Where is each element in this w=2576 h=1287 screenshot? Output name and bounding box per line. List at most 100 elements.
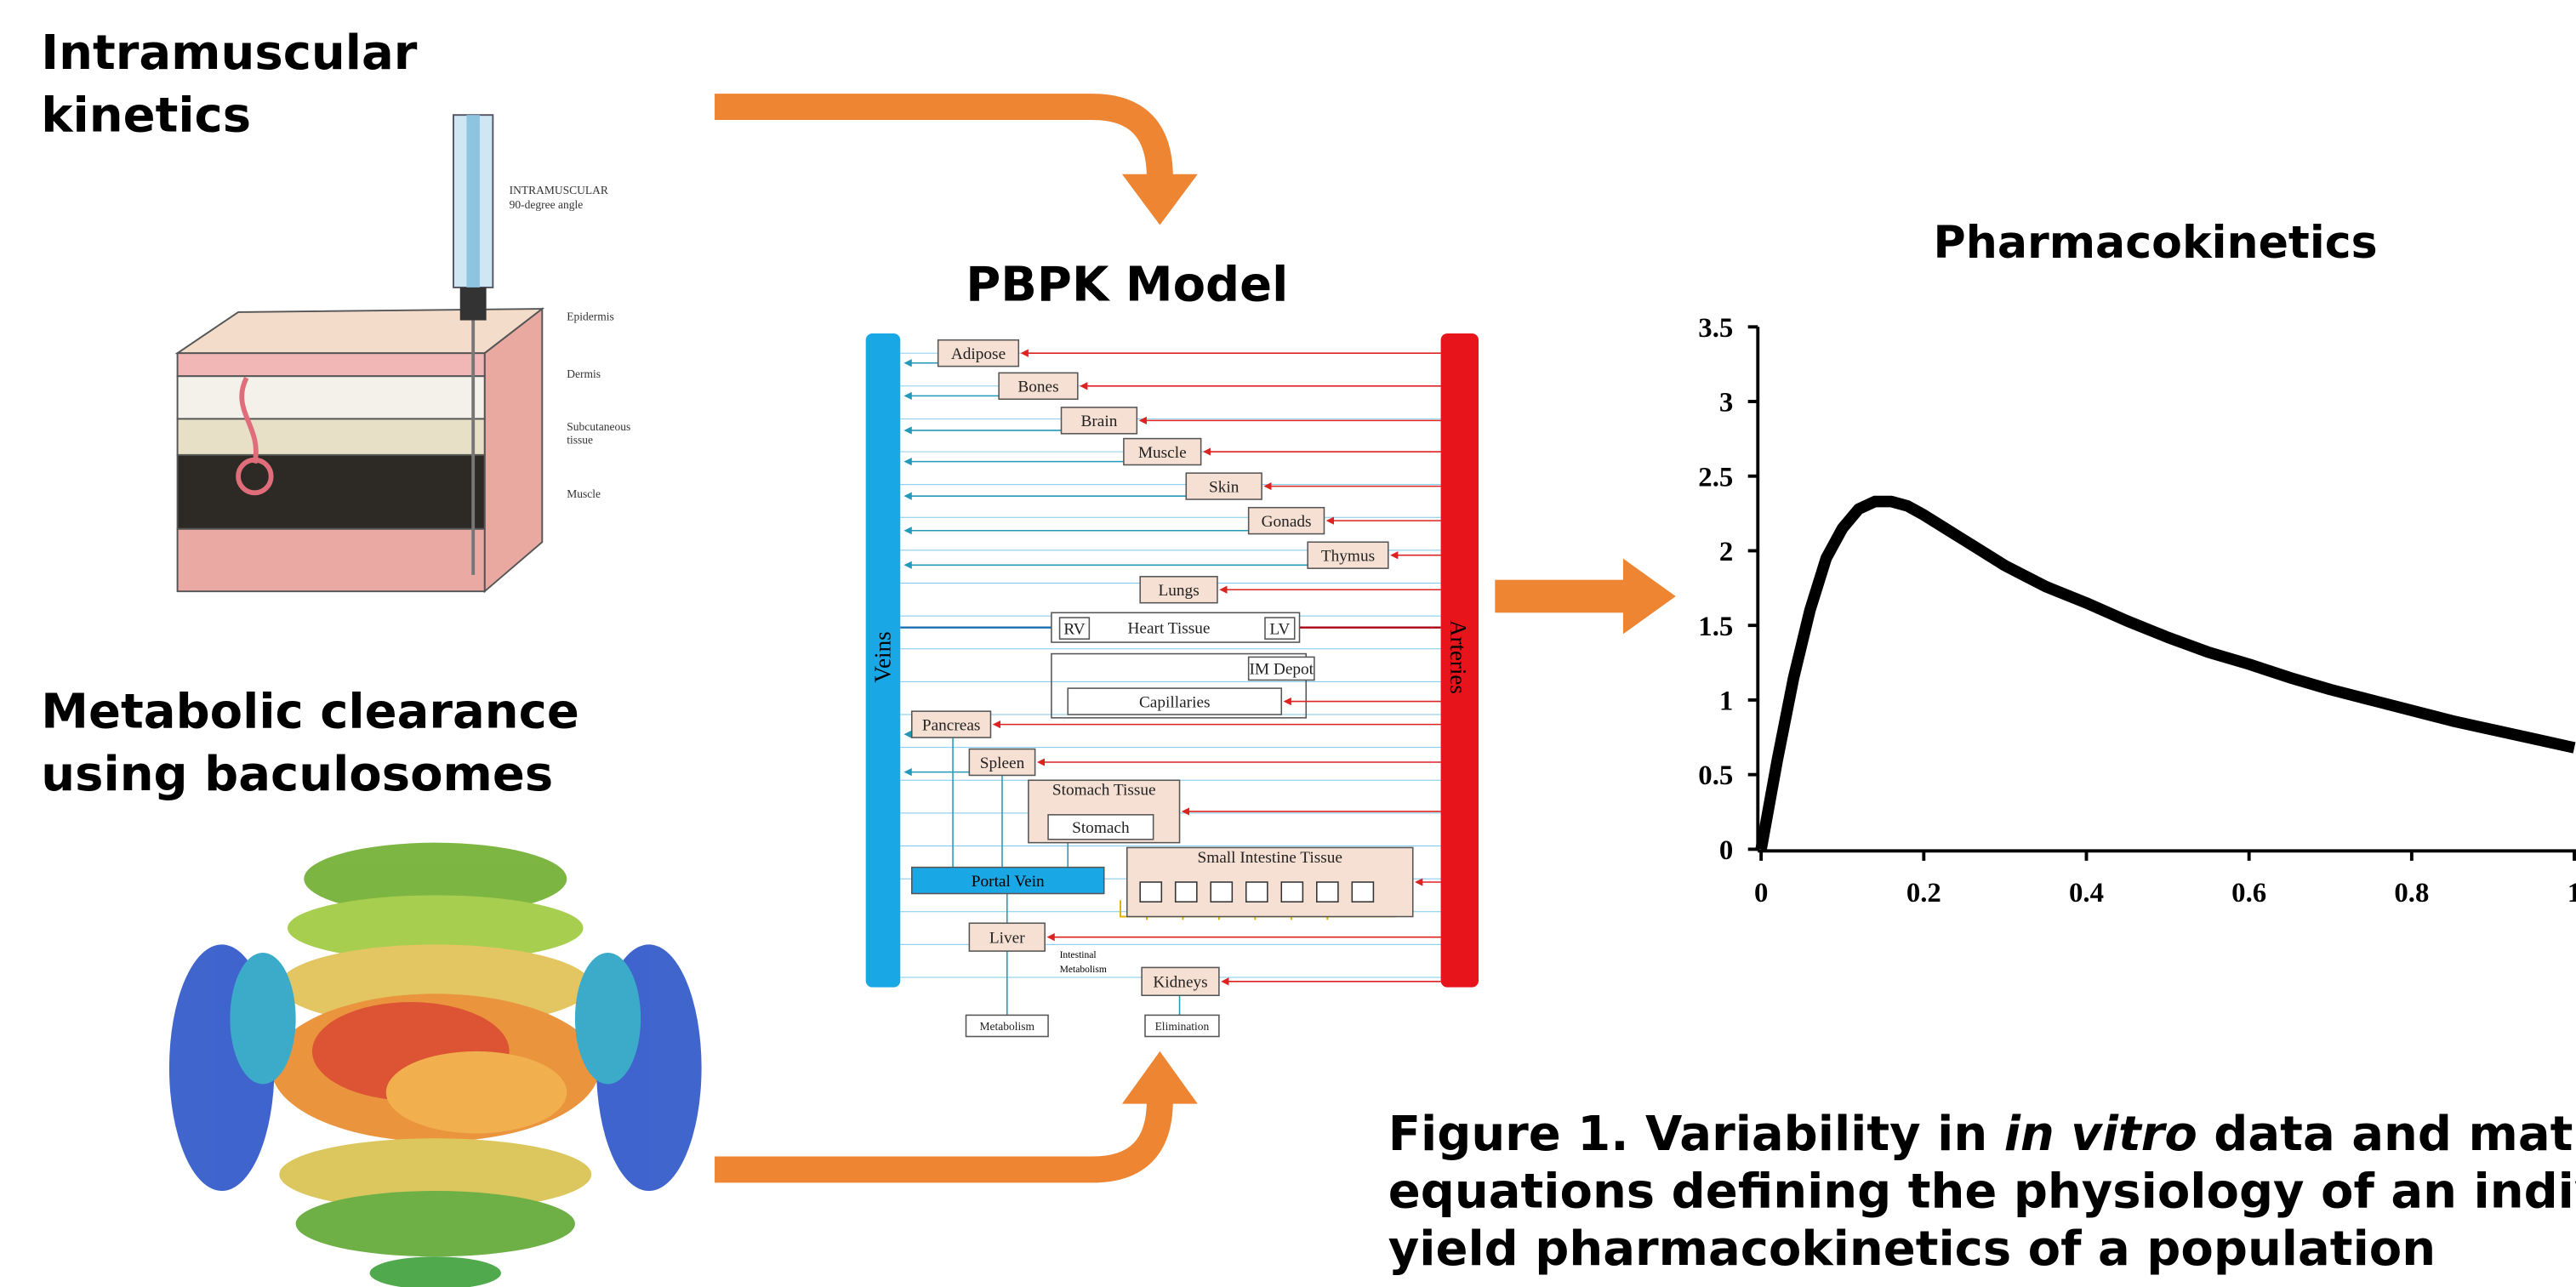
model-box bbox=[1307, 541, 1389, 569]
enterocyte bbox=[1210, 881, 1234, 903]
y-tick-label: 3.5 bbox=[1698, 313, 1733, 344]
injection-illustration: INTRAMUSCULAR 90-degree angle Epidermis … bbox=[174, 114, 630, 594]
x-tick-label: 0.2 bbox=[1906, 878, 1941, 908]
model-label: Stomach Tissue bbox=[1052, 782, 1156, 800]
y-tick-label: 2 bbox=[1719, 537, 1733, 567]
model-box bbox=[1067, 687, 1283, 715]
model-label: Stomach bbox=[1072, 819, 1130, 837]
model-box bbox=[1047, 814, 1154, 840]
chart-title: Pharmacokinetics bbox=[1934, 218, 2378, 269]
caption: Figure 1. Variability in in vitro data a… bbox=[1388, 1107, 2576, 1277]
model-label: LV bbox=[1269, 620, 1290, 638]
model-label: Capillaries bbox=[1139, 693, 1211, 711]
x-tick-label: 1 bbox=[2567, 878, 2576, 908]
enterocyte bbox=[1139, 881, 1163, 903]
panel-title: using baculosomes bbox=[41, 747, 553, 802]
illustration-label: Muscle bbox=[567, 487, 601, 500]
illustration-label: Dermis bbox=[567, 367, 601, 380]
model-label: Lungs bbox=[1158, 582, 1199, 600]
model-label: Adipose bbox=[951, 345, 1006, 363]
model-label: Brain bbox=[1080, 413, 1117, 430]
enterocyte bbox=[1174, 881, 1198, 903]
y-tick-label: 1.5 bbox=[1698, 612, 1733, 642]
model-box bbox=[1123, 437, 1202, 466]
model-label: Thymus bbox=[1321, 547, 1375, 565]
model-box bbox=[911, 866, 1105, 895]
veins-bar bbox=[865, 333, 901, 988]
model-label: Liver bbox=[989, 929, 1025, 947]
panel-title: kinetics bbox=[41, 88, 251, 143]
model-label: Heart Tissue bbox=[1127, 619, 1210, 637]
model-box bbox=[1060, 407, 1138, 435]
y-tick-label: 0 bbox=[1719, 835, 1733, 866]
arteries-label: Arteries bbox=[1445, 620, 1471, 694]
illustration-label: Subcutaneous bbox=[567, 420, 630, 433]
pbpk-title: PBPK Model bbox=[966, 257, 1288, 312]
illustration-label: tissue bbox=[567, 433, 593, 446]
model-box bbox=[1051, 612, 1301, 643]
arteries-bar bbox=[1440, 333, 1479, 988]
model-note: Intestinal bbox=[1060, 949, 1097, 960]
panel-title: Intramuscular bbox=[41, 26, 417, 81]
model-box bbox=[1141, 966, 1220, 997]
model-box bbox=[911, 710, 992, 738]
model-label: Spleen bbox=[980, 755, 1025, 772]
flow-arrows bbox=[715, 94, 1676, 1183]
model-box bbox=[1247, 656, 1315, 681]
caption-line: Figure 1. Variability in in vitro data a… bbox=[1388, 1107, 2576, 1162]
model-label: IM Depot bbox=[1249, 661, 1314, 679]
model-label: Gonads bbox=[1262, 513, 1312, 531]
model-box bbox=[937, 339, 1020, 367]
veins-label: Veins bbox=[870, 631, 896, 682]
panel-title: Metabolic clearance bbox=[41, 684, 579, 739]
model-label: Kidneys bbox=[1153, 974, 1207, 992]
y-tick-label: 2.5 bbox=[1698, 462, 1733, 493]
capillary-group bbox=[1051, 652, 1308, 719]
caption-line: equations defining the physiology of an … bbox=[1388, 1164, 2576, 1219]
model-box bbox=[1185, 472, 1262, 500]
pk-chart: Pharmacokinetics 0 0.5 1 1.5 2 2.5 3 3.5 0 0.2 0.4 0… bbox=[1698, 218, 2576, 908]
model-box bbox=[1264, 617, 1296, 640]
model-box bbox=[968, 922, 1046, 952]
model-label: Small Intestine Tissue bbox=[1198, 849, 1342, 867]
model-label: Muscle bbox=[1138, 444, 1187, 462]
y-tick-label: 3 bbox=[1719, 388, 1733, 419]
enterocyte bbox=[1280, 881, 1304, 903]
illustration-label: 90-degree angle bbox=[510, 198, 584, 211]
model-label: Bones bbox=[1017, 379, 1058, 396]
model-label: Portal Vein bbox=[972, 873, 1045, 891]
model-label: Elimination bbox=[1155, 1020, 1210, 1033]
pk-curve bbox=[1755, 495, 2576, 851]
caption-text: Figure 1. Variability in bbox=[1388, 1107, 2004, 1162]
model-box bbox=[1139, 576, 1218, 604]
enterocyte bbox=[1316, 881, 1339, 903]
y-tick-label: 0.5 bbox=[1698, 760, 1733, 791]
model-box bbox=[1144, 1014, 1220, 1038]
x-tick-label: 0 bbox=[1754, 878, 1768, 908]
model-note: Metabolism bbox=[1060, 964, 1107, 975]
y-tick-label: 1 bbox=[1719, 686, 1733, 717]
model-box bbox=[965, 1014, 1049, 1038]
model-label: Pancreas bbox=[922, 716, 981, 734]
model-box bbox=[1058, 617, 1091, 640]
enterocyte bbox=[1245, 881, 1268, 903]
pbpk-diagram: Veins Arteries Adipose Bones Brain Muscle Skin… bbox=[865, 333, 1479, 1038]
model-label: Skin bbox=[1209, 478, 1240, 496]
x-tick-label: 0.4 bbox=[2069, 878, 2104, 908]
illustration-label: INTRAMUSCULAR bbox=[510, 184, 608, 196]
model-box bbox=[1247, 506, 1325, 535]
model-box bbox=[998, 372, 1079, 401]
x-tick-label: 0.6 bbox=[2231, 878, 2266, 908]
enterocyte bbox=[1351, 881, 1375, 903]
caption-line: yield pharmacokinetics of a population bbox=[1388, 1222, 2436, 1277]
x-tick-label: 0.8 bbox=[2394, 878, 2429, 908]
illustration-label: Epidermis bbox=[567, 310, 614, 323]
protein-illustration bbox=[168, 842, 702, 1287]
model-label: Metabolism bbox=[980, 1020, 1035, 1033]
caption-italic: in vitro bbox=[2004, 1107, 2197, 1162]
caption-text: data and mather bbox=[2197, 1107, 2576, 1162]
model-box bbox=[968, 748, 1036, 777]
model-label: RV bbox=[1063, 620, 1085, 638]
